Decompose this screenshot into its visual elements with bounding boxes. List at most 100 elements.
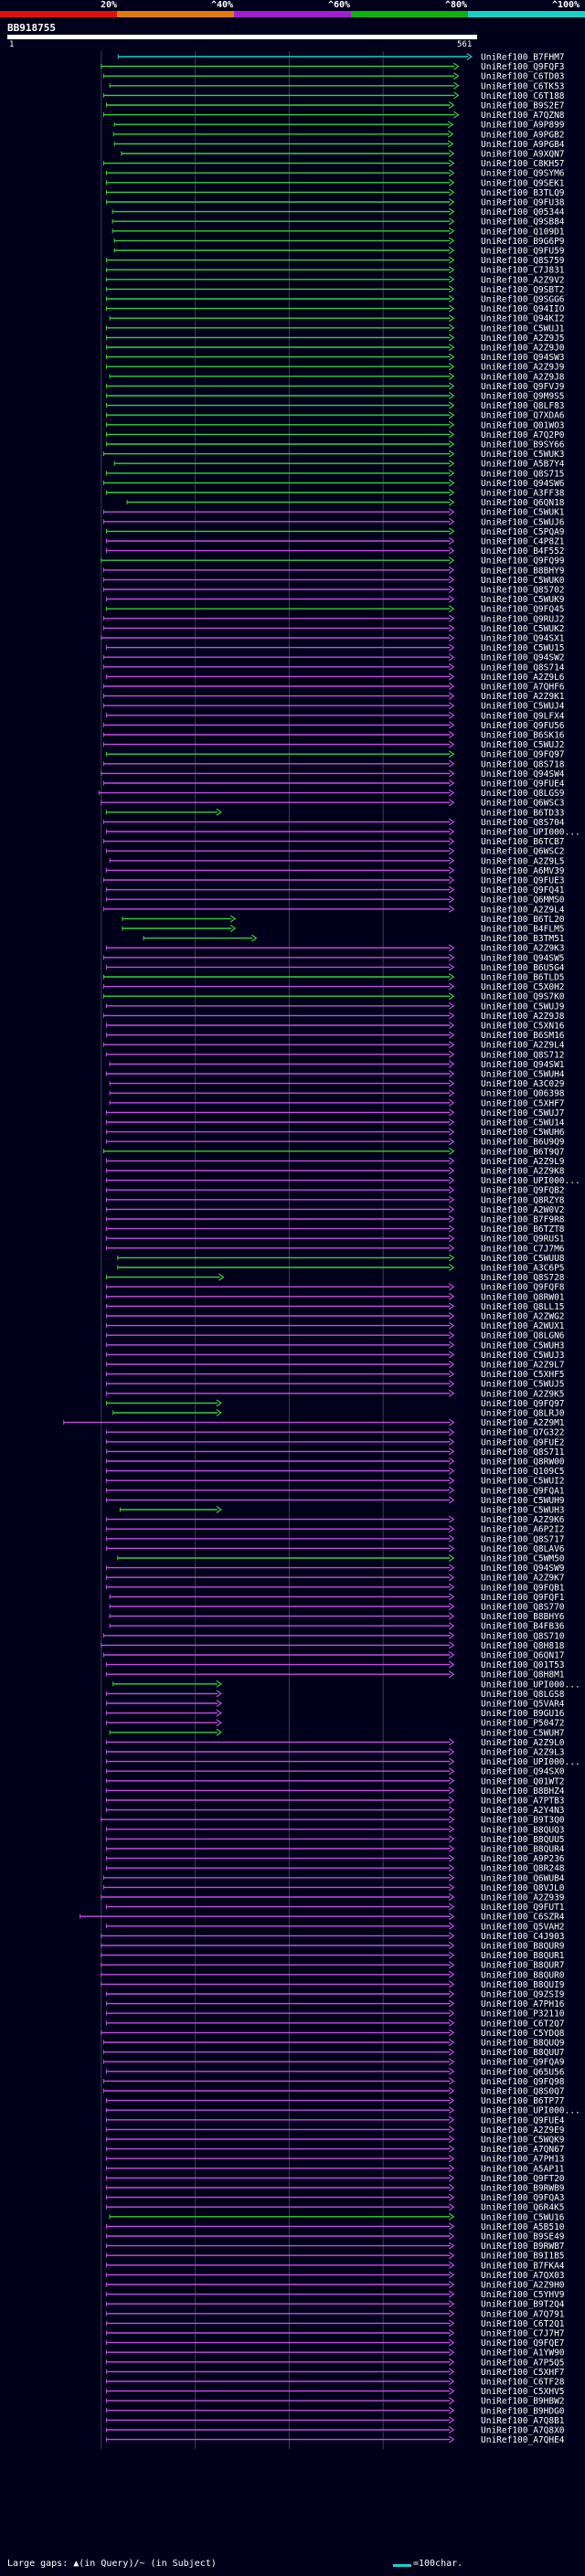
hit-row[interactable]: UniRef100_Q6WSC2 — [105, 847, 565, 857]
hit-row[interactable]: UniRef100_A2Z9L7 — [105, 1361, 565, 1371]
hit-label[interactable]: UniRef100_Q9FQA9 — [481, 2058, 565, 2068]
hit-label[interactable]: UniRef100_Q8S718 — [481, 759, 565, 769]
hit-label[interactable]: UniRef100_A2Z9L6 — [481, 673, 565, 683]
hit-row[interactable]: UniRef100_A2Z939 — [101, 1893, 565, 1903]
hit-label[interactable]: UniRef100_A2Z9J8 — [481, 1012, 565, 1022]
hit-row[interactable]: UniRef100_B9HBW2 — [105, 2397, 565, 2407]
hit-row[interactable]: UniRef100_Q9FQ98 — [102, 2077, 565, 2087]
hit-row[interactable]: UniRef100_B3TLQ9 — [105, 188, 565, 198]
hit-label[interactable]: UniRef100_A2Z9L4 — [481, 905, 565, 915]
hit-label[interactable]: UniRef100_Q8LRJ0 — [481, 1409, 565, 1419]
hit-label[interactable]: UniRef100_Q9FUE3 — [481, 876, 565, 886]
hit-row[interactable]: UniRef100_B8QUR1 — [101, 1951, 565, 1961]
hit-label[interactable]: UniRef100_B6TL20 — [481, 915, 565, 925]
hit-row[interactable]: UniRef100_C6TK53 — [109, 81, 565, 91]
hit-row[interactable]: UniRef100_B9T2Q4 — [105, 2300, 565, 2310]
hit-row[interactable]: UniRef100_Q8S714 — [102, 663, 565, 673]
hit-label[interactable]: UniRef100_A1YW90 — [481, 2348, 565, 2359]
hit-row[interactable]: UniRef100_C6T188 — [102, 91, 565, 101]
hit-label[interactable]: UniRef100_Q05344 — [481, 207, 565, 217]
hit-row[interactable]: UniRef100_Q9FT20 — [105, 2174, 565, 2184]
hit-row[interactable]: UniRef100_C5WUI2 — [105, 1477, 565, 1487]
hit-row[interactable]: UniRef100_B8QUR0 — [101, 1970, 565, 1980]
hit-row[interactable]: UniRef100_Q8RZY8 — [105, 1195, 565, 1205]
hit-label[interactable]: UniRef100_A9P236 — [481, 1854, 565, 1864]
hit-row[interactable]: UniRef100_A5B510 — [105, 2222, 565, 2232]
hit-label[interactable]: UniRef100_Q8LL15 — [481, 1302, 565, 1312]
hit-row[interactable]: UniRef100_B8BHZ4 — [105, 1786, 565, 1797]
hit-row[interactable]: UniRef100_C5WM50 — [117, 1554, 565, 1564]
hit-label[interactable]: UniRef100_B7FKA4 — [481, 2261, 565, 2271]
hit-row[interactable]: UniRef100_C8KH57 — [102, 159, 565, 169]
hit-row[interactable]: UniRef100_B9T3Q0 — [101, 1816, 565, 1826]
hit-label[interactable]: UniRef100_A7Q2P0 — [481, 430, 565, 440]
hit-row[interactable]: UniRef100_Q8LF83 — [105, 401, 565, 411]
hit-row[interactable]: UniRef100_A7Q8X0 — [105, 2426, 565, 2436]
hit-row[interactable]: UniRef100_C5WU15 — [105, 643, 565, 653]
hit-label[interactable]: UniRef100_Q8S759 — [481, 256, 565, 266]
hit-label[interactable]: UniRef100_C5WUJ7 — [481, 1108, 565, 1118]
hit-label[interactable]: UniRef100_C5WUJ5 — [481, 1380, 565, 1390]
hit-label[interactable]: UniRef100_C5WUH4 — [481, 1070, 565, 1080]
hit-row[interactable]: UniRef100_A7QN67 — [105, 2145, 565, 2155]
hit-label[interactable]: UniRef100_A5AP11 — [481, 2164, 565, 2174]
hit-label[interactable]: UniRef100_Q6WSC2 — [481, 847, 565, 857]
hit-row[interactable]: UniRef100_C5WUK3 — [102, 450, 565, 460]
hit-row[interactable]: UniRef100_Q9SYM6 — [105, 169, 565, 179]
hit-label[interactable]: UniRef100_B6T9Q7 — [481, 1147, 565, 1157]
hit-row[interactable]: UniRef100_B8QUQ9 — [102, 2039, 565, 2049]
hit-row[interactable]: UniRef100_A2Z9L3 — [105, 1748, 565, 1758]
hit-label[interactable]: UniRef100_Q9LFX4 — [481, 711, 565, 721]
hit-label[interactable]: UniRef100_Q9M9S5 — [481, 392, 565, 402]
hit-label[interactable]: UniRef100_A7P5Q5 — [481, 2358, 565, 2368]
hit-label[interactable]: UniRef100_Q6MMS0 — [481, 896, 565, 906]
hit-label[interactable]: UniRef100_Q94SW2 — [481, 653, 565, 663]
hit-row[interactable]: UniRef100_Q9FQ45 — [105, 605, 565, 615]
hit-label[interactable]: UniRef100_A2Z9M1 — [481, 1418, 565, 1428]
hit-row[interactable]: UniRef100_A2Z9J9 — [105, 363, 565, 373]
hit-row[interactable]: UniRef100_B8BHY6 — [109, 1612, 565, 1622]
hit-label[interactable]: UniRef100_B6U5G4 — [481, 963, 565, 973]
hit-row[interactable]: UniRef100_A3FF38 — [105, 489, 565, 499]
hit-label[interactable]: UniRef100_C5WUU8 — [481, 1254, 565, 1264]
hit-label[interactable]: UniRef100_C5PQA9 — [481, 527, 565, 537]
hit-label[interactable]: UniRef100_Q9SBT2 — [481, 285, 565, 295]
hit-row[interactable]: UniRef100_C5WUK9 — [105, 595, 565, 605]
hit-label[interactable]: UniRef100_Q65U56 — [481, 2067, 565, 2077]
hit-row[interactable]: UniRef100_Q8S717 — [105, 1534, 565, 1544]
hit-label[interactable]: UniRef100_C5XHF7 — [481, 1098, 565, 1108]
hit-row[interactable]: UniRef100_Q9SGG6 — [105, 295, 565, 305]
hit-label[interactable]: UniRef100_A2WUX1 — [481, 1321, 565, 1331]
hit-label[interactable]: UniRef100_Q9FQA3 — [481, 2193, 565, 2203]
hit-row[interactable]: UniRef100_C5WUH3 — [119, 1506, 565, 1516]
hit-label[interactable]: UniRef100_B9RWB9 — [481, 2184, 565, 2194]
hit-label[interactable]: UniRef100_B9I1B5 — [481, 2252, 565, 2262]
hit-row[interactable]: UniRef100_Q6QN18 — [126, 498, 565, 508]
hit-label[interactable]: UniRef100_B6U9Q9 — [481, 1138, 565, 1148]
hit-label[interactable]: UniRef100_Q8LGS9 — [481, 789, 565, 799]
hit-row[interactable]: UniRef100_A6MV39 — [105, 866, 565, 876]
hit-row[interactable]: UniRef100_A5AP11 — [105, 2164, 565, 2174]
hit-label[interactable]: UniRef100_B6TLD5 — [481, 973, 565, 983]
hit-row[interactable]: UniRef100_A2Z9H0 — [105, 2281, 565, 2291]
hit-row[interactable]: UniRef100_Q6WSC3 — [101, 799, 565, 809]
hit-label[interactable]: UniRef100_A2Z9K6 — [481, 1515, 565, 1525]
hit-row[interactable]: UniRef100_B8QUQ3 — [105, 1825, 565, 1835]
hit-label[interactable]: UniRef100_B9T3Q0 — [481, 1816, 565, 1826]
hit-row[interactable]: UniRef100_Q8RW00 — [105, 1458, 565, 1468]
hit-label[interactable]: UniRef100_Q7G322 — [481, 1428, 565, 1438]
hit-label[interactable]: UniRef100_C5WUJ3 — [481, 1351, 565, 1361]
hit-label[interactable]: UniRef100_B4FB36 — [481, 1622, 565, 1632]
hit-row[interactable]: UniRef100_Q05344 — [112, 207, 565, 217]
hit-row[interactable]: UniRef100_UPI000... — [105, 1757, 580, 1767]
hit-label[interactable]: UniRef100_Q85702 — [481, 586, 565, 596]
hit-label[interactable]: UniRef100_C5WUJ6 — [481, 517, 565, 527]
hit-row[interactable]: UniRef100_Q9FU56 — [102, 721, 565, 731]
hit-row[interactable]: UniRef100_Q9FUE4 — [105, 2115, 565, 2125]
hit-label[interactable]: UniRef100_A2Z9V2 — [481, 275, 565, 285]
hit-row[interactable]: UniRef100_B6U5G4 — [105, 963, 565, 973]
hit-label[interactable]: UniRef100_Q8H818 — [481, 1641, 565, 1651]
hit-label[interactable]: UniRef100_Q9SYM6 — [481, 169, 565, 179]
hit-row[interactable]: UniRef100_C7J7M6 — [105, 1244, 565, 1254]
hit-label[interactable]: UniRef100_Q94SW1 — [481, 1060, 565, 1070]
